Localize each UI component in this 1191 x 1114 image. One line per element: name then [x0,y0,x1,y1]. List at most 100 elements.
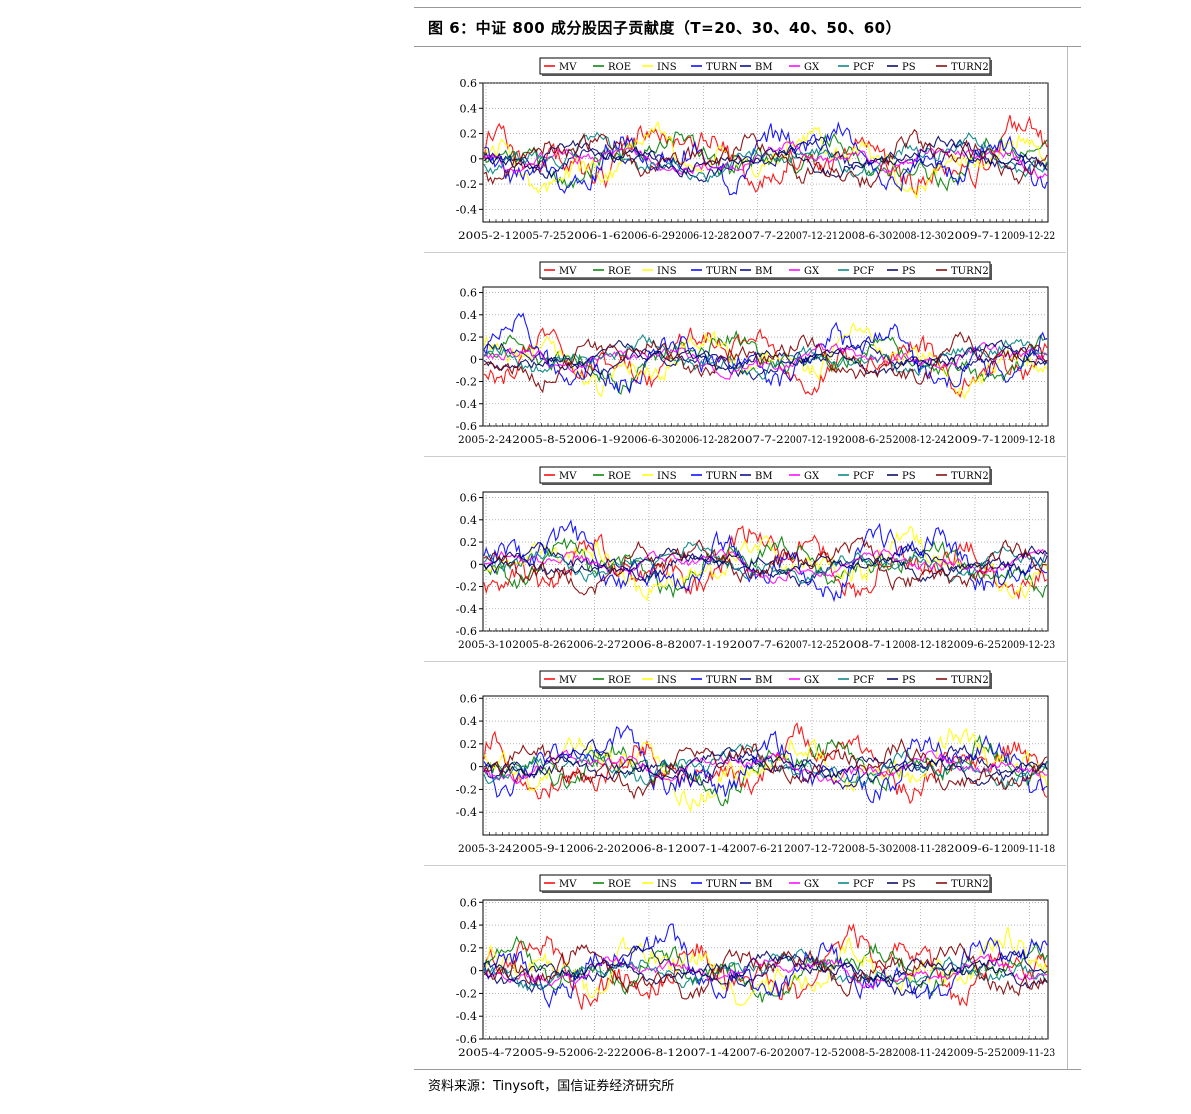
x-tick-label: 2007-7-6 [730,640,784,651]
x-tick-label: 2005-3-10 [458,640,512,651]
figure-source: 资料来源：Tinysoft，国信证券经济研究所 [428,1079,675,1094]
plot-area [482,491,1049,632]
figure-title: 图 6：中证 800 成分股因子贡献度（T=20、30、40、50、60） [428,19,902,37]
chart-svg-3: MV ROE INS TURN BM GX PCF PS TURN2 0.6 0.4 0.2 0 -0.2… [456,466,1055,651]
legend-shadow [990,469,992,485]
y-tick-label: 0 [470,353,477,366]
y-tick-label: -0.4 [456,1010,477,1023]
series-line-pcf [483,743,1048,791]
x-tick-label: 2005-2-1 [458,231,512,242]
series-line-turn2 [483,942,1048,1000]
series-line-roe [483,131,1048,192]
chart-panel-4: MV ROE INS TURN BM GX PCF PS TURN2 0.6 0.4 0.2 0 -0.2… [424,663,1066,867]
legend-label-turn2: TURN2 [951,62,989,73]
x-tick-label: 2007-7-2 [730,435,784,446]
series-line-ps [483,746,1048,786]
legend-label-bm: BM [755,266,773,277]
chart-svg-4: MV ROE INS TURN BM GX PCF PS TURN2 0.6 0.4 0.2 0 -0.2… [456,670,1055,855]
legend-label-roe: ROE [608,62,631,73]
x-tick-label: 2009-6-25 [947,640,1001,651]
legend-label-mv: MV [559,879,577,890]
x-tick-label: 2007-12-21 [784,231,838,242]
x-tick-label: 2009-5-25 [947,1048,1001,1059]
x-tick-label: 2005-4-7 [458,1048,512,1059]
x-tick-label: 2005-8-26 [512,640,566,651]
x-tick-label: 2005-9-5 [512,1048,566,1059]
legend-label-turn: TURN [706,675,738,686]
y-tick-label: 0.2 [460,738,478,751]
x-tick-label: 2009-12-22 [1001,231,1055,242]
x-tick-label: 2007-1-4 [675,844,729,855]
x-tick-label: 2006-2-22 [567,1048,621,1059]
legend-label-ps: PS [902,266,916,277]
x-tick-label: 2005-3-24 [458,844,512,855]
series-line-roe [483,535,1048,599]
y-tick-label: 0.6 [460,287,478,300]
series-line-turn2 [483,536,1048,596]
legend-label-bm: BM [755,471,773,482]
series-line-gx [483,548,1048,585]
legend-label-mv: MV [559,62,577,73]
x-tick-label: 2005-2-24 [458,435,512,446]
x-tick-label: 2006-1-6 [567,231,621,242]
legend-label-turn: TURN [706,62,738,73]
y-tick-label: -0.4 [456,806,477,819]
panel-separator [424,661,1066,662]
x-tick-label: 2008-6-30 [838,231,892,242]
legend-shadow [990,877,992,893]
side-rule [1067,47,1068,1069]
y-tick-label: 0.6 [460,692,478,705]
x-tick-label: 2007-12-25 [784,640,838,651]
x-tick-label: 2005-7-25 [512,231,566,242]
legend-label-pcf: PCF [853,675,874,686]
x-tick-label: 2007-1-4 [675,1048,729,1059]
x-tick-label: 2009-11-23 [1001,1048,1055,1059]
legend: MV ROE INS TURN BM GX PCF PS TURN2 [539,466,992,485]
series-line-pcf [483,948,1048,992]
chart-panel-5: MV ROE INS TURN BM GX PCF PS TURN2 0.6 0.4 0.2 0 -0.2… [424,867,1066,1071]
series-line-ins [483,321,1048,400]
x-tick-label: 2008-6-25 [838,435,892,446]
legend-label-ins: INS [657,62,677,73]
legend-shadow [542,687,992,689]
x-tick-label: 2009-12-23 [1001,640,1055,651]
series-line-turn2 [483,128,1048,189]
x-tick-label: 2005-9-1 [512,844,566,855]
legend-label-ins: INS [657,471,677,482]
legend-label-ins: INS [657,675,677,686]
top-rule [414,7,1081,8]
x-tick-label: 2008-7-1 [838,640,892,651]
legend-label-gx: GX [804,471,820,482]
series-line-gx [483,953,1048,990]
y-tick-label: -0.4 [456,203,477,216]
legend-label-ps: PS [902,62,916,73]
legend: MV ROE INS TURN BM GX PCF PS TURN2 [539,670,992,689]
legend-label-pcf: PCF [853,266,874,277]
x-tick-label: 2006-2-27 [567,640,621,651]
chart-panel-3: MV ROE INS TURN BM GX PCF PS TURN2 0.6 0.4 0.2 0 -0.2… [424,459,1066,663]
x-tick-label: 2008-12-18 [893,640,947,651]
legend-label-turn2: TURN2 [951,471,989,482]
legend-label-ps: PS [902,675,916,686]
y-tick-label: 0 [470,761,477,774]
y-tick-label: -0.2 [456,178,477,191]
legend-label-roe: ROE [608,471,631,482]
legend-shadow [542,483,992,485]
legend-label-turn: TURN [706,266,738,277]
series-line-mv [483,923,1048,1010]
y-tick-label: 0.4 [460,715,478,728]
x-tick-label: 2008-12-24 [893,435,947,446]
legend-label-pcf: PCF [853,62,874,73]
x-tick-label: 2006-12-28 [675,435,729,446]
legend-shadow [990,673,992,689]
legend: MV ROE INS TURN BM GX PCF PS TURN2 [539,874,992,893]
panel-separator [424,456,1066,457]
x-tick-label: 2007-1-19 [675,640,729,651]
legend-label-pcf: PCF [853,879,874,890]
y-tick-label: 0 [470,965,477,978]
x-tick-label: 2006-8-8 [621,640,675,651]
series-line-ins [483,727,1048,813]
x-tick-label: 2006-2-20 [567,844,621,855]
panel-separator [424,865,1066,866]
x-tick-label: 2009-11-18 [1001,844,1055,855]
